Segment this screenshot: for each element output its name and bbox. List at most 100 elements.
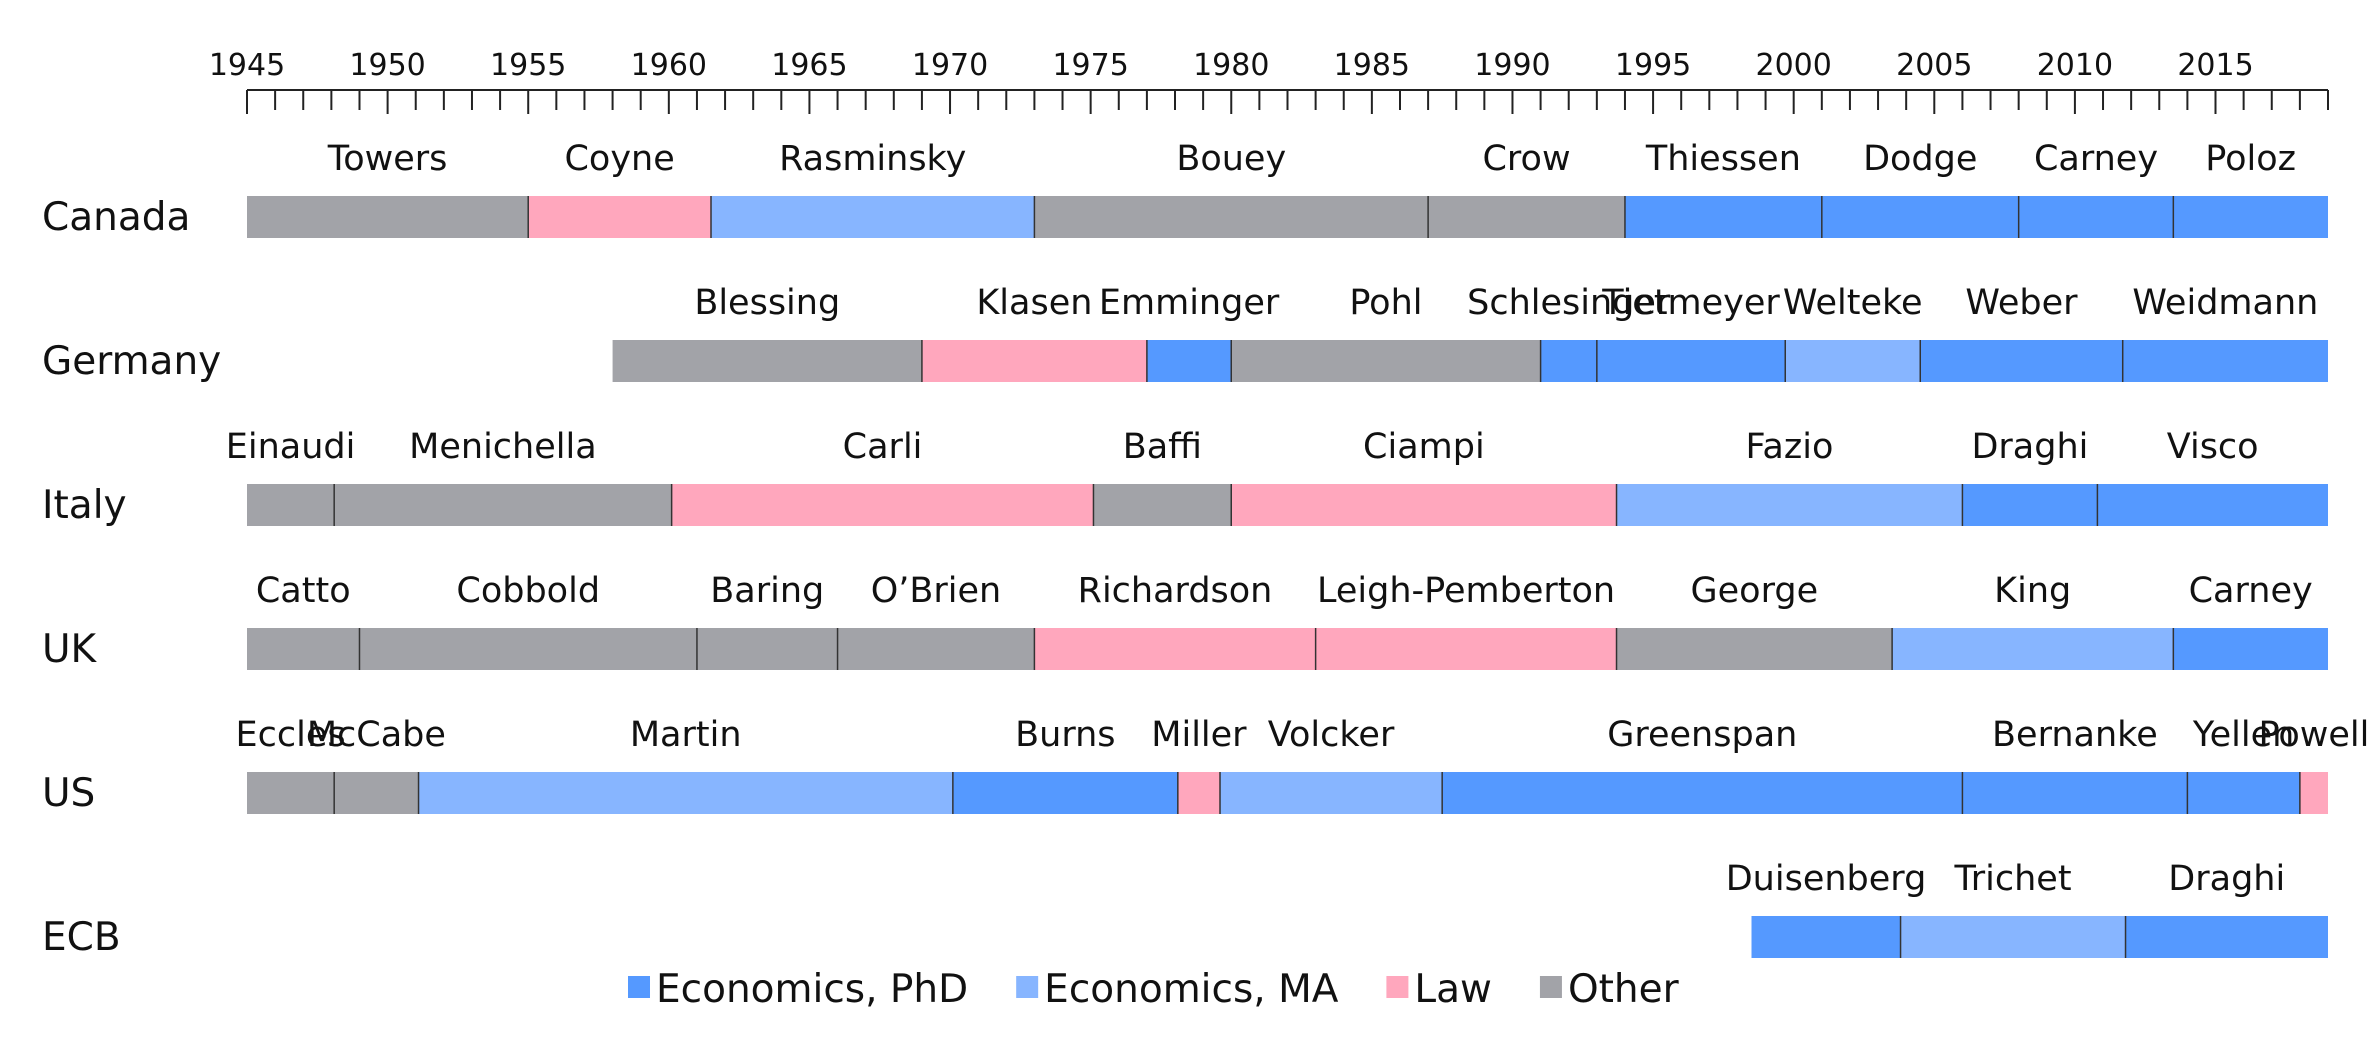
country-label: Italy — [42, 483, 127, 528]
governor-name-label: Thiessen — [1645, 139, 1801, 179]
governor-name-label: George — [1691, 571, 1819, 611]
x-tick-label: 1965 — [771, 48, 847, 83]
x-tick-label: 1950 — [349, 48, 425, 83]
governor-name-label: Klasen — [976, 283, 1092, 323]
governor-name-label: Carney — [2189, 571, 2313, 611]
country-label: US — [42, 771, 95, 816]
tenure-bar — [247, 772, 335, 814]
governor-name-label: Carney — [2034, 139, 2158, 179]
tenure-bar — [696, 628, 838, 670]
tenure-bar — [1034, 628, 1316, 670]
tenure-bar — [2097, 484, 2328, 526]
country-label: Canada — [42, 195, 190, 240]
governor-name-label: Blessing — [694, 283, 840, 323]
governor-name-label: Weber — [1965, 283, 2078, 323]
governor-name-label: Visco — [2167, 427, 2259, 467]
tenure-bar — [1231, 340, 1541, 382]
governor-name-label: Yellen — [2192, 715, 2294, 755]
governor-name-label: Leigh-Pemberton — [1317, 571, 1615, 611]
tenure-bar — [334, 772, 419, 814]
governor-name-label: Powell — [2258, 715, 2369, 755]
tenure-bar — [952, 772, 1178, 814]
tenure-bar — [334, 484, 672, 526]
x-tick-label: 2000 — [1756, 48, 1832, 83]
tenure-bar — [1540, 340, 1597, 382]
governor-name-label: Fazio — [1746, 427, 1834, 467]
legend-swatch — [628, 976, 650, 998]
governor-name-label: Towers — [327, 139, 448, 179]
x-tick-label: 1970 — [912, 48, 988, 83]
tenure-bar — [671, 484, 1094, 526]
governor-name-label: Schlesinger — [1467, 283, 1671, 323]
x-tick-label: 1985 — [1334, 48, 1410, 83]
governor-name-label: Baffi — [1123, 427, 1202, 467]
tenure-bar — [1892, 628, 2174, 670]
governor-name-label: Bernanke — [1992, 715, 2158, 755]
governor-name-label: Draghi — [1971, 427, 2088, 467]
x-tick-label: 2015 — [2177, 48, 2253, 83]
governor-name-label: Welteke — [1783, 283, 1923, 323]
tenure-bar — [247, 196, 529, 238]
governor-name-label: Duisenberg — [1726, 859, 1927, 899]
tenure-bar — [2125, 916, 2328, 958]
legend-label: Economics, PhD — [656, 967, 968, 1012]
x-tick-label: 1980 — [1193, 48, 1269, 83]
tenure-bar — [1442, 772, 1963, 814]
tenure-bar — [1034, 196, 1429, 238]
x-tick-label: 1960 — [631, 48, 707, 83]
tenure-bar — [1821, 196, 2019, 238]
tenure-bar — [359, 628, 697, 670]
tenure-bar — [612, 340, 922, 382]
governor-name-label: Coyne — [564, 139, 674, 179]
governor-name-label: King — [1994, 571, 2071, 611]
governor-name-label: Cobbold — [456, 571, 600, 611]
legend-label: Law — [1414, 967, 1492, 1012]
governor-name-label: Eccles — [236, 715, 346, 755]
tenure-bar — [921, 340, 1147, 382]
governor-name-label: Baring — [710, 571, 824, 611]
tenure-bar — [418, 772, 953, 814]
tenure-bar — [1315, 628, 1617, 670]
country-label: ECB — [42, 915, 121, 960]
governor-name-label: Poloz — [2205, 139, 2296, 179]
tenure-bar — [2018, 196, 2174, 238]
governor-name-label: Weidmann — [2132, 283, 2318, 323]
governor-name-label: Tietmeyer — [1601, 283, 1780, 323]
tenure-bar — [1596, 340, 1786, 382]
governor-name-label: Catto — [256, 571, 351, 611]
tenure-bar — [1428, 196, 1625, 238]
x-tick-label: 1945 — [209, 48, 285, 83]
country-label: Germany — [42, 339, 221, 384]
tenure-bar — [2173, 628, 2328, 670]
legend-swatch — [1386, 976, 1409, 998]
tenure-bar — [1146, 340, 1232, 382]
governor-name-label: Dodge — [1863, 139, 1977, 179]
tenure-bar — [2299, 772, 2328, 814]
governor-name-label: Miller — [1151, 715, 1247, 755]
tenure-bar — [1220, 772, 1443, 814]
tenure-bar — [711, 196, 1035, 238]
legend-label: Other — [1568, 967, 1680, 1012]
governor-name-label: Menichella — [409, 427, 597, 467]
tenure-bar — [528, 196, 712, 238]
tenure-bar — [1962, 484, 2098, 526]
tenure-bar — [1616, 484, 1963, 526]
legend-label: Economics, MA — [1044, 967, 1339, 1012]
tenure-bar — [1177, 772, 1221, 814]
governor-name-label: Crow — [1482, 139, 1570, 179]
x-tick-label: 1995 — [1615, 48, 1691, 83]
x-tick-label: 1975 — [1052, 48, 1128, 83]
legend-swatch — [1539, 976, 1562, 998]
x-tick-label: 2005 — [1896, 48, 1972, 83]
tenure-bar — [2187, 772, 2300, 814]
governor-name-label: Volcker — [1268, 715, 1395, 755]
legend-swatch — [1016, 976, 1039, 998]
governor-name-label: Carli — [843, 427, 923, 467]
governor-name-label: Rasminsky — [779, 139, 966, 179]
tenure-bar — [1624, 196, 1822, 238]
governor-name-label: Bouey — [1176, 139, 1286, 179]
governor-name-label: Draghi — [2168, 859, 2285, 899]
tenure-bar — [1920, 340, 2123, 382]
